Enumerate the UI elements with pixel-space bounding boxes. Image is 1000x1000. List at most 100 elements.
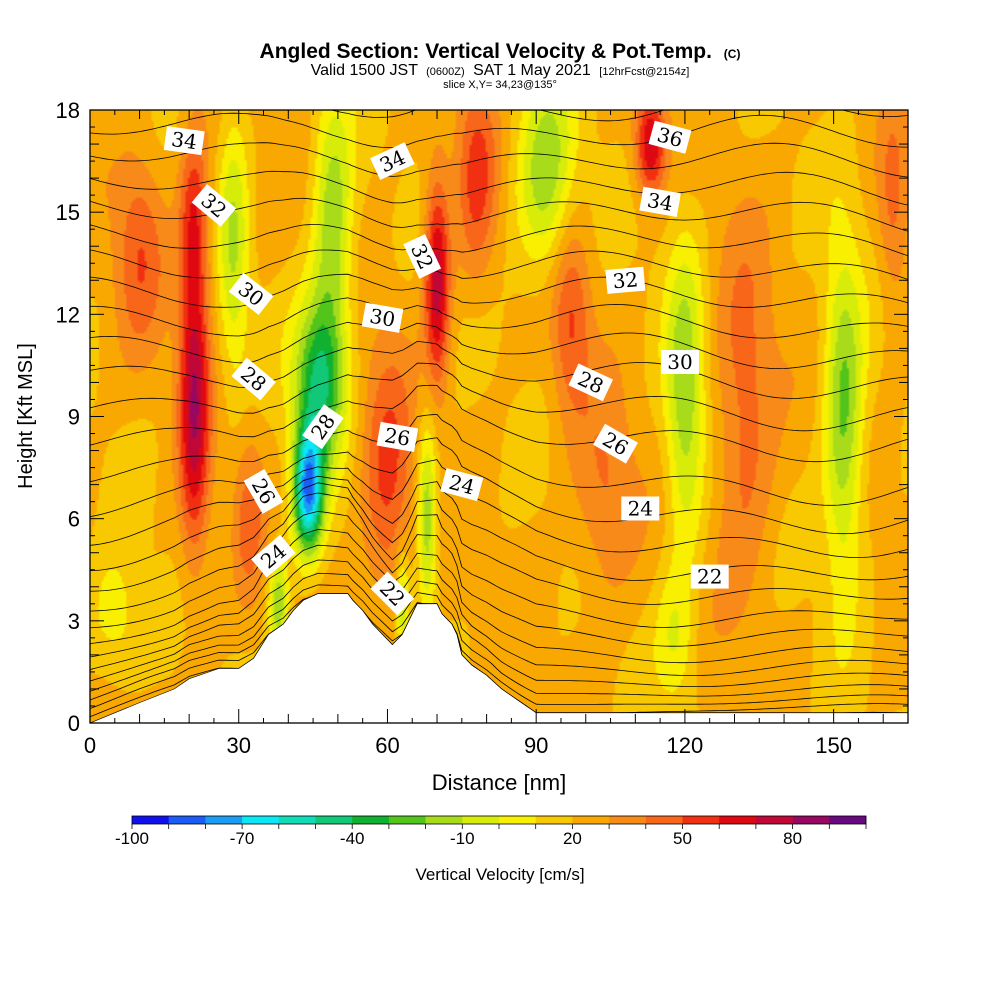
contour-label-box (370, 142, 415, 181)
colorbar-swatch (168, 816, 206, 824)
colorbar-swatch (829, 816, 867, 824)
contour-label-box (376, 421, 419, 453)
contour-label-text: 22 (697, 565, 722, 589)
theta-contour-line (90, 273, 908, 308)
subtitle-z-time: (0600Z) (426, 66, 465, 78)
theta-contour-line (90, 249, 908, 280)
contour-label: 32 (605, 266, 646, 294)
contour-label-text: 30 (667, 350, 692, 374)
contour-label-box (639, 186, 681, 218)
y-tick-label: 9 (68, 405, 80, 430)
x-axis: 0 30 60 90 120 150 (84, 110, 909, 758)
theta-contour-line (90, 297, 908, 339)
theta-contour-line (90, 475, 908, 581)
contour-label-box (568, 363, 613, 402)
plot-area: 3432302826242834303226242236343230282624… (90, 110, 908, 723)
theta-contour-line (90, 384, 908, 463)
contour-label-box (163, 126, 205, 156)
contour-label-text: 26 (383, 423, 412, 451)
colorbar-tick-label: -100 (115, 829, 149, 848)
chart-title-suffix: (C) (724, 47, 741, 61)
colorbar-swatch (682, 816, 720, 824)
colorbar-swatch (388, 816, 426, 824)
contour-label-box (251, 534, 296, 578)
contour-label-text: 34 (170, 127, 199, 154)
chart-title-main: Angled Section: Vertical Velocity & Pot.… (260, 40, 712, 63)
colorbar-swatch (719, 816, 757, 824)
contour-label-box (648, 120, 692, 154)
theta-contour-line (90, 510, 908, 647)
colorbar-swatch (462, 816, 500, 824)
colorbar-swatch (535, 816, 573, 824)
colorbar-swatch (315, 816, 353, 824)
x-tick-label: 60 (375, 733, 399, 758)
contour-label-text: 32 (612, 267, 639, 293)
contour-label-box (361, 302, 404, 333)
x-tick-label: 90 (524, 733, 548, 758)
contour-label: 30 (361, 302, 404, 333)
x-tick-label: 120 (667, 733, 704, 758)
y-tick-label: 15 (56, 200, 80, 225)
contour-label: 34 (639, 186, 681, 218)
slice-label: slice X,Y= 34,23@135° (443, 79, 557, 91)
theta-contour-line (90, 170, 908, 206)
theta-contour-line (90, 112, 908, 149)
contour-label-box (621, 496, 660, 521)
subtitle-valid: Valid 1500 JST (311, 62, 419, 79)
theta-contour-line (90, 362, 908, 432)
chart-title: Angled Section: Vertical Velocity & Pot.… (260, 40, 741, 63)
colorbar-swatch (132, 816, 169, 824)
colorbar-tick-label: -10 (450, 829, 475, 848)
colorbar-tick-label: -70 (230, 829, 255, 848)
colorbar-tick-label: -40 (340, 829, 365, 848)
contour-label-box (661, 350, 699, 374)
colorbar-swatch (645, 816, 683, 824)
colorbar-swatch (609, 816, 647, 824)
contour-label-text: 24 (628, 497, 653, 521)
subtitle-forecast: [12hrFcst@2154z] (599, 66, 689, 78)
x-tick-label: 0 (84, 733, 96, 758)
y-tick-label: 6 (68, 507, 80, 532)
theta-contour-line (90, 142, 908, 178)
x-tick-label: 150 (815, 733, 852, 758)
theta-contour-line (90, 459, 908, 558)
contour-label-box (302, 404, 344, 450)
theta-contour-line (90, 413, 908, 506)
colorbar-swatch (499, 816, 536, 824)
contour-label-box (690, 564, 729, 589)
colorbar-tick-label: 20 (563, 829, 582, 848)
colorbar-swatch (755, 816, 793, 824)
theta-contour-line (90, 321, 908, 370)
contour-label-box (191, 183, 237, 227)
colorbar-swatch (572, 816, 610, 824)
contour-label-box (605, 266, 646, 294)
colorbar: -100 -70 -40 -10 20 50 80 (115, 815, 867, 848)
colorbar-swatch (792, 816, 830, 824)
theta-contour-line (90, 584, 908, 705)
contour-label: 24 (440, 468, 484, 502)
contour-label: 24 (621, 496, 660, 521)
y-axis: 0 3 6 9 12 15 18 (56, 98, 908, 736)
theta-contour-line (90, 528, 908, 664)
y-tick-label: 18 (56, 98, 80, 123)
contour-label-box (370, 571, 415, 616)
y-tick-label: 3 (68, 609, 80, 634)
theta-contour-line (90, 559, 908, 687)
theta-contour-line (90, 340, 908, 399)
y-tick-label: 12 (56, 302, 80, 327)
contour-label-box (231, 357, 276, 401)
theta-contour-line (90, 572, 908, 697)
contour-label-box (403, 234, 442, 279)
theta-contour-line (90, 224, 908, 257)
subtitle-date: SAT 1 May 2021 (473, 62, 591, 79)
contour-label-box (440, 468, 484, 502)
colorbar-label: Vertical Velocity [cm/s] (415, 865, 584, 884)
colorbar-tick-label: 50 (673, 829, 692, 848)
contour-label-box (243, 468, 284, 514)
x-axis-label: Distance [nm] (432, 770, 567, 795)
colorbar-swatch (242, 816, 280, 824)
contour-label-text: 30 (368, 304, 397, 332)
contour-label-box (228, 272, 274, 316)
theta-contour-line (90, 482, 908, 605)
